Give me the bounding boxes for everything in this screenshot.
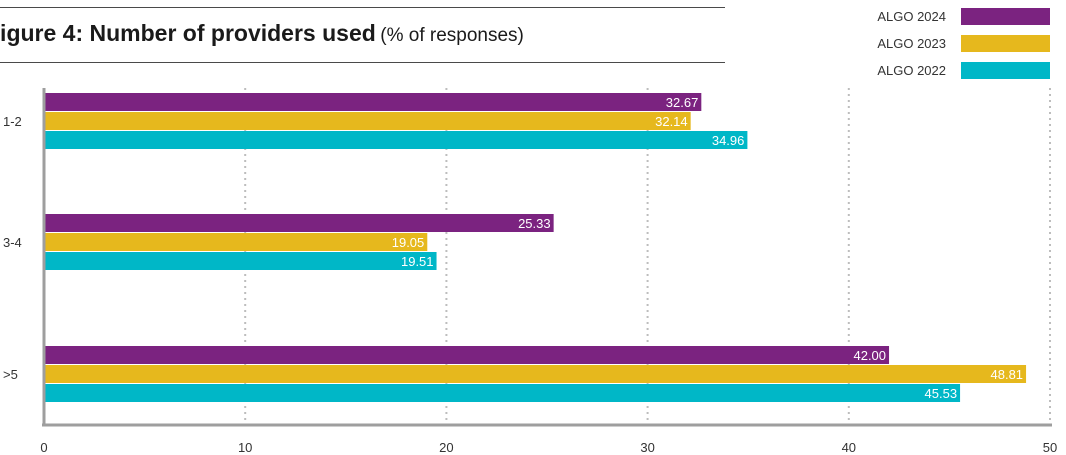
bar [44, 384, 961, 402]
category-label: >5 [3, 367, 18, 382]
bars: 32.67 32.14 34.96 25.33 19.05 19.51 42.00 48.81… [44, 93, 1027, 402]
chart-title-main: Figure 4: Number of providers used [0, 20, 376, 46]
bar-value-label: 19.05 [392, 235, 425, 250]
legend-label: ALGO 2022 [877, 63, 946, 78]
legend-swatch [961, 35, 1050, 52]
bar-value-label: 19.51 [401, 254, 434, 269]
bar-value-label: 32.14 [655, 114, 688, 129]
bar-value-label: 48.81 [991, 367, 1024, 382]
category-label: 1-2 [3, 114, 22, 129]
bar [44, 365, 1027, 383]
bar-value-label: 32.67 [666, 95, 699, 110]
bar [44, 131, 748, 149]
bar [44, 112, 691, 130]
x-tick-label: 30 [640, 440, 654, 455]
bar-value-label: 34.96 [712, 133, 745, 148]
bar [44, 214, 554, 232]
legend-label: ALGO 2023 [877, 36, 946, 51]
legend-label: ALGO 2024 [877, 9, 946, 24]
bar-value-label: 25.33 [518, 216, 551, 231]
chart-title-subtitle: (% of responses) [380, 25, 524, 46]
legend: ALGO 2024 ALGO 2023 ALGO 2022 [877, 8, 1050, 79]
bar [44, 252, 437, 270]
bar [44, 93, 702, 111]
x-tick-label: 20 [439, 440, 453, 455]
x-tick-label: 10 [238, 440, 252, 455]
title-rule-top [0, 7, 725, 8]
bar [44, 233, 428, 251]
legend-swatch [961, 62, 1050, 79]
bar [44, 346, 890, 364]
title-rule-bottom [0, 62, 725, 63]
x-tick-label: 40 [842, 440, 856, 455]
bar-value-label: 45.53 [925, 386, 958, 401]
bar-value-label: 42.00 [853, 348, 886, 363]
x-tick-label: 0 [40, 440, 47, 455]
x-tick-label: 50 [1043, 440, 1057, 455]
category-label: 3-4 [3, 235, 22, 250]
axes: 0 10 20 30 40 50 1-2 3-4 >5 [3, 88, 1057, 455]
chart-title: Figure 4: Number of providers used (% of… [0, 20, 524, 46]
legend-swatch [961, 8, 1050, 25]
